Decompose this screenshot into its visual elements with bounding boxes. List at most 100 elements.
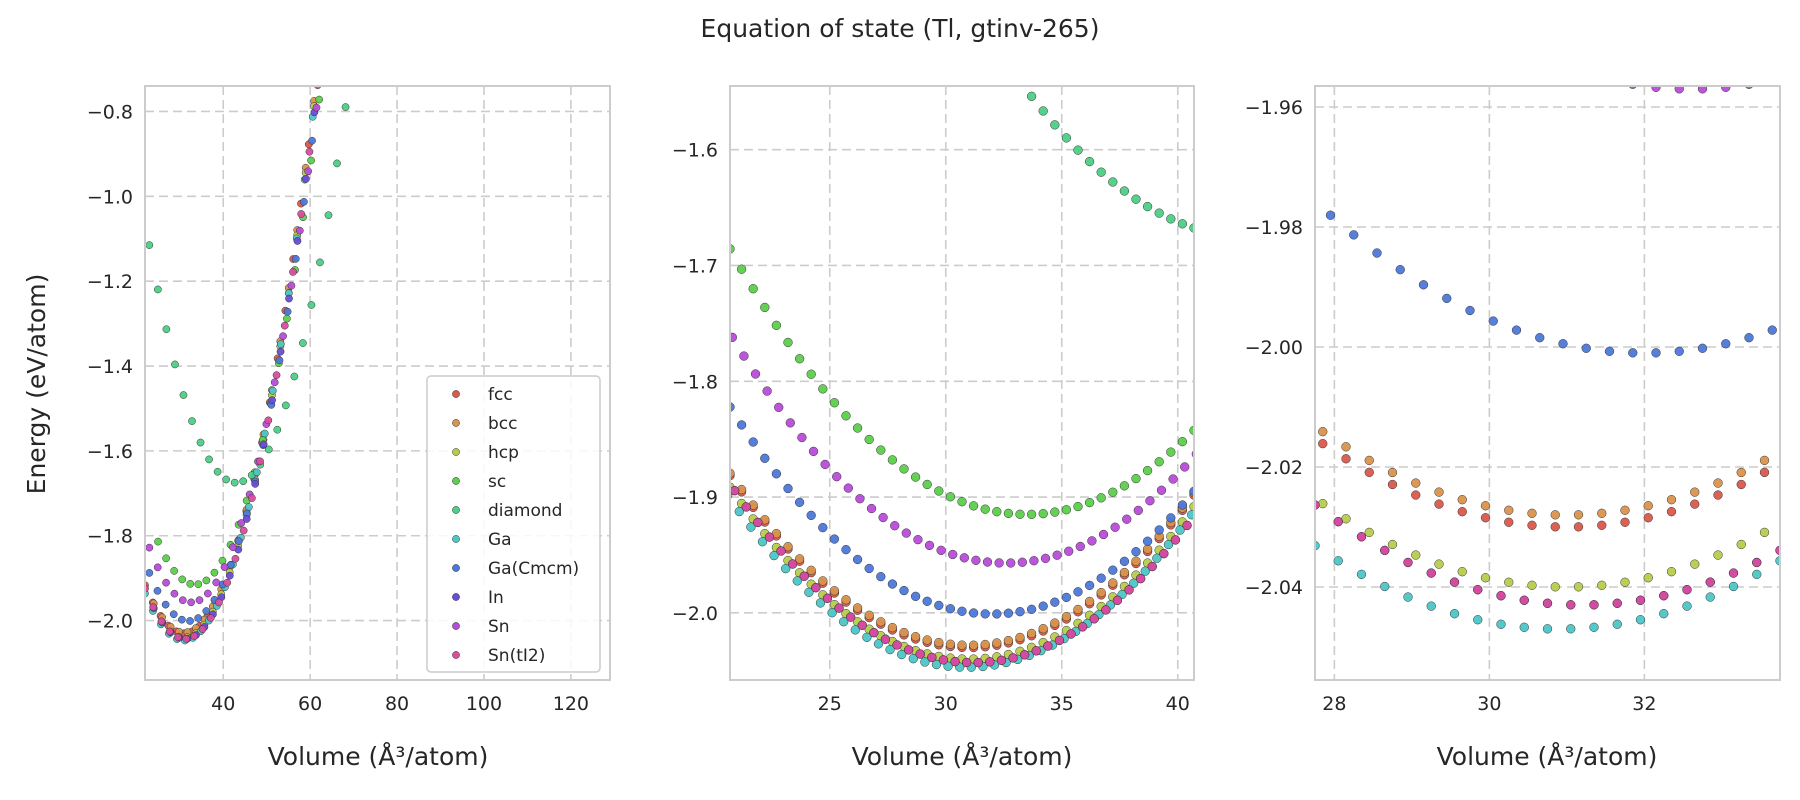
data-point-ga xyxy=(1752,569,1762,580)
data-point-sn-ti2- xyxy=(206,614,215,622)
data-point-ga xyxy=(1542,624,1553,634)
data-point-bcc xyxy=(1015,632,1025,643)
data-point-sn-ti2- xyxy=(857,620,867,630)
data-point-diamond xyxy=(281,401,290,410)
data-point-sn-ti2- xyxy=(1170,535,1181,545)
data-point-ga-cmcm- xyxy=(1119,556,1130,566)
data-point-fcc xyxy=(1527,520,1537,530)
data-point-sc xyxy=(910,472,921,482)
data-point-in xyxy=(251,480,260,488)
data-point-sc xyxy=(283,314,291,323)
data-point-sn xyxy=(1087,536,1097,546)
data-point-sc xyxy=(154,537,162,546)
data-point-diamond xyxy=(1166,214,1176,224)
data-point-diamond xyxy=(333,159,341,168)
data-point-hcp xyxy=(1573,582,1584,592)
data-point-sn-ti2- xyxy=(985,657,995,667)
data-point-diamond xyxy=(1119,186,1130,196)
data-point-sn-ti2- xyxy=(753,517,763,528)
legend-marker xyxy=(452,419,460,427)
data-point-fcc xyxy=(1550,522,1560,532)
data-point-fcc xyxy=(1434,499,1444,509)
data-point-ga xyxy=(1380,581,1390,592)
data-point-fcc xyxy=(1364,467,1374,478)
data-point-ga xyxy=(1163,539,1174,550)
figure-title: Equation of state (Tl, gtinv-265) xyxy=(701,14,1100,43)
data-point-sc xyxy=(1015,509,1025,519)
legend-marker xyxy=(452,448,460,456)
data-point-sn-ti2- xyxy=(215,598,223,607)
data-point-ga xyxy=(839,617,849,627)
data-point-fcc xyxy=(313,78,320,85)
data-point-hcp xyxy=(1550,582,1560,592)
data-point-fcc xyxy=(1411,490,1421,500)
data-point-sc xyxy=(307,156,315,165)
data-point-ga xyxy=(1449,609,1460,619)
y-tick-label: −2.04 xyxy=(1245,577,1303,599)
legend-marker xyxy=(452,622,460,630)
data-point-bcc xyxy=(1318,427,1328,437)
data-point-ga-cmcm- xyxy=(308,136,316,145)
data-point-ga-cmcm- xyxy=(145,569,154,577)
x-tick-label: 28 xyxy=(1322,693,1346,715)
data-point-sn xyxy=(913,534,923,545)
data-point-ga xyxy=(1356,569,1367,580)
data-point-bcc xyxy=(1038,624,1048,634)
data-point-bcc xyxy=(852,603,863,613)
data-point-bcc xyxy=(876,617,886,627)
data-point-bcc xyxy=(818,576,828,586)
data-point-ga-cmcm- xyxy=(1581,343,1591,353)
data-point-ga-cmcm- xyxy=(864,563,874,574)
data-point-bcc xyxy=(841,595,851,605)
data-point-ga xyxy=(1682,601,1692,611)
data-point-bcc xyxy=(980,639,990,650)
data-point-diamond xyxy=(230,478,239,487)
data-point-sc xyxy=(186,579,195,588)
data-point-ga-cmcm- xyxy=(1535,333,1545,343)
x-tick-label: 100 xyxy=(466,693,502,715)
data-point-sc xyxy=(162,554,170,563)
data-point-sc xyxy=(945,492,956,502)
data-point-hcp xyxy=(1411,550,1421,560)
data-point-sn-ti2- xyxy=(1566,600,1576,610)
data-point-ga-cmcm- xyxy=(748,437,758,447)
x-axis-label-panel-1: Volume (Å³/atom) xyxy=(268,742,489,771)
data-point-sn-ti2- xyxy=(787,559,798,569)
data-point-sn-ti2- xyxy=(1659,591,1669,601)
legend-label: In xyxy=(488,588,504,608)
y-tick-label: −1.4 xyxy=(87,356,133,378)
data-point-sn xyxy=(1098,529,1109,540)
data-point-sc xyxy=(194,580,203,589)
data-point-ga-cmcm- xyxy=(818,522,828,533)
data-point-sn-ti2- xyxy=(961,657,972,668)
data-point-sc xyxy=(315,95,323,104)
data-point-ga-cmcm- xyxy=(1442,293,1452,304)
data-point-ga-cmcm- xyxy=(736,420,747,430)
data-point-sn xyxy=(1628,86,1638,89)
data-point-bcc xyxy=(1061,612,1072,622)
data-point-hcp xyxy=(1341,514,1351,524)
data-point-sn xyxy=(1674,86,1684,94)
data-point-sn xyxy=(1744,86,1754,89)
data-point-sn-ti2- xyxy=(1426,568,1436,578)
data-point-hcp xyxy=(1690,559,1700,569)
data-point-diamond xyxy=(145,241,154,249)
legend-marker xyxy=(452,651,460,659)
legend-marker xyxy=(452,593,460,601)
data-point-bcc xyxy=(1457,495,1467,505)
data-point-bcc xyxy=(1364,455,1374,466)
data-point-sn-ti2- xyxy=(1705,577,1715,587)
data-point-bcc xyxy=(1480,501,1491,511)
data-point-sn-ti2- xyxy=(1752,557,1762,568)
data-point-sc xyxy=(748,284,758,294)
data-point-ga-cmcm- xyxy=(922,596,932,606)
data-point-sn xyxy=(203,589,212,598)
data-point-sn-ti2- xyxy=(1473,585,1483,595)
data-point-ga-cmcm- xyxy=(1061,592,1072,603)
data-point-in xyxy=(259,440,268,449)
data-point-sn-ti2- xyxy=(1519,595,1529,605)
data-point-sn-ti2- xyxy=(1635,595,1646,605)
data-point-ga-cmcm- xyxy=(275,356,284,365)
data-point-sn-ti2- xyxy=(1066,629,1076,639)
data-point-bcc xyxy=(1142,544,1153,554)
